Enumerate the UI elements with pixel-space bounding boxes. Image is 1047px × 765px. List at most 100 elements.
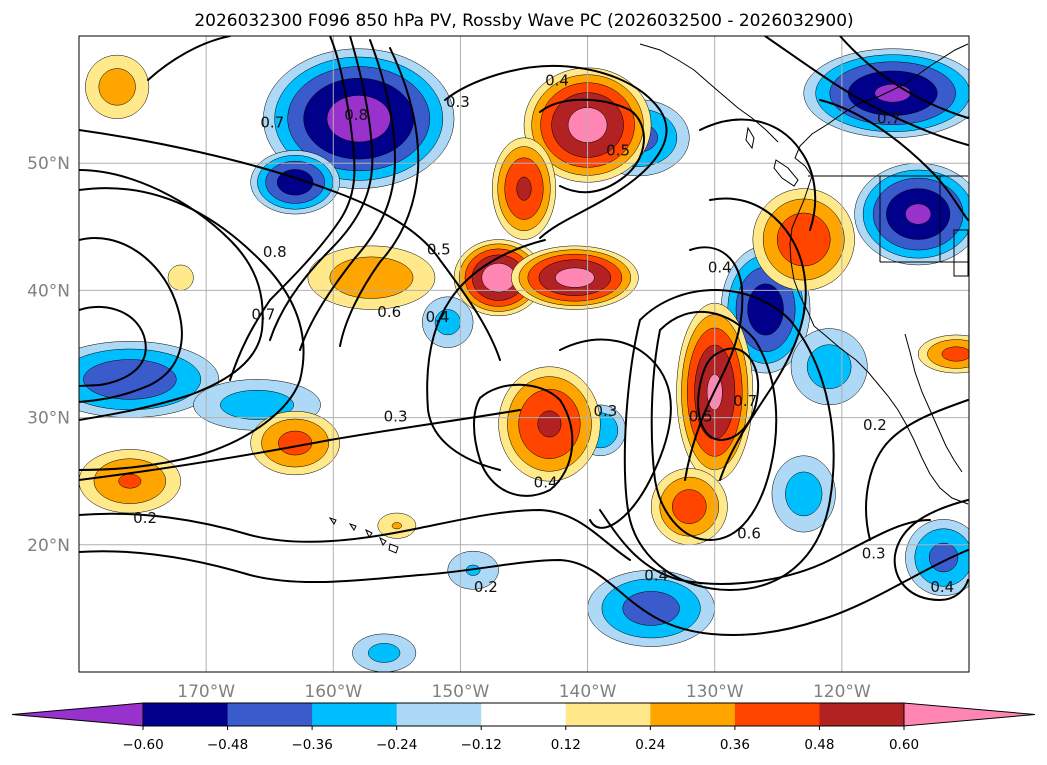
map-panel: 0.4 0.3 0.5 0.8 0.7 0.8 0.5 0.4 0.7 0.6 0.3 0.4 0.3 0… bbox=[78, 35, 970, 673]
anomaly-band bbox=[278, 430, 313, 456]
anomaly-1 bbox=[250, 150, 340, 215]
x-tick-label: 120°W bbox=[813, 682, 871, 702]
anomaly-band bbox=[391, 522, 402, 530]
anomaly-band bbox=[329, 256, 414, 299]
north-america-coast bbox=[789, 43, 969, 505]
anomaly-band bbox=[516, 176, 532, 201]
x-tick-label: 150°W bbox=[432, 682, 490, 702]
anomaly-band bbox=[83, 359, 177, 400]
contour-south-inner bbox=[79, 509, 631, 561]
contour-label: 0.8 bbox=[344, 106, 368, 124]
colorbar-tick-label: 0.24 bbox=[635, 737, 665, 753]
contour-0.2-southeast bbox=[865, 399, 969, 541]
contour-ridge-2 bbox=[229, 36, 356, 381]
colorbar-frame bbox=[142, 702, 905, 727]
anomaly-band bbox=[98, 68, 136, 106]
anomaly-2 bbox=[79, 341, 220, 418]
graticule bbox=[79, 36, 969, 672]
contour-0.7-east bbox=[697, 347, 760, 441]
y-tick-label: 30°N bbox=[27, 409, 70, 429]
contour-0.5-east bbox=[684, 246, 744, 481]
map-frame bbox=[78, 35, 970, 673]
contour-ne-3 bbox=[699, 118, 817, 231]
anomaly-band bbox=[776, 212, 831, 267]
contour-0.5-inner bbox=[539, 98, 645, 194]
colorbar-tick-label: −0.60 bbox=[122, 737, 163, 753]
anomaly-30 bbox=[377, 512, 417, 539]
colorbar-swatch bbox=[312, 703, 398, 726]
colorbar-extend-min bbox=[11, 702, 144, 727]
contour-0.6-east bbox=[650, 310, 778, 541]
anomaly-5 bbox=[790, 328, 868, 406]
colorbar-swatch bbox=[565, 703, 651, 726]
contour-label: 0.5 bbox=[427, 241, 451, 259]
x-tick-label: 140°W bbox=[559, 682, 617, 702]
anomaly-28 bbox=[85, 54, 150, 119]
contour-0.3-southeast bbox=[893, 499, 969, 601]
contour-label: 0.4 bbox=[708, 259, 732, 277]
contour-0.6-loop bbox=[79, 305, 147, 387]
colorbar-tick-label: −0.24 bbox=[376, 737, 417, 753]
contour-label: 0.7 bbox=[733, 392, 757, 410]
y-tick-label: 20°N bbox=[27, 536, 70, 556]
contour-west-outer bbox=[79, 187, 305, 471]
x-tick-label: 160°W bbox=[304, 682, 362, 702]
anomaly-band bbox=[747, 283, 784, 336]
colorbar-swatch bbox=[650, 703, 736, 726]
colorbar-tick-label: 0.12 bbox=[551, 737, 581, 753]
anomaly-band bbox=[326, 95, 391, 143]
colorbar-tick-label: −0.12 bbox=[461, 737, 502, 753]
contour-label: 0.6 bbox=[737, 524, 761, 542]
border-lines bbox=[808, 175, 969, 277]
colorbar-tick-label: −0.36 bbox=[291, 737, 332, 753]
colorbar-tick-label: −0.48 bbox=[207, 737, 248, 753]
anomaly-24 bbox=[250, 410, 340, 476]
haida-gwaii bbox=[745, 126, 755, 150]
anomaly-27 bbox=[917, 334, 969, 374]
colorbar-swatch bbox=[143, 703, 229, 726]
contour-0.8-loop bbox=[79, 169, 264, 421]
contour-0.4-east bbox=[709, 197, 807, 481]
colorbar-tick-label: 0.48 bbox=[804, 737, 834, 753]
contour-0.4-east-outer bbox=[623, 289, 835, 591]
contour-ridge-4 bbox=[299, 39, 396, 351]
anomaly-band bbox=[481, 263, 516, 293]
colorbar-tick-label: 0.36 bbox=[720, 737, 750, 753]
contour-label: 0.4 bbox=[644, 566, 668, 584]
colorbar: −0.60 −0.48 −0.36 −0.24 −0.12 0.12 0.24 0.36 0.4… bbox=[11, 702, 1036, 753]
contour-label: 0.2 bbox=[133, 509, 157, 527]
anomaly-band bbox=[905, 203, 932, 225]
contour-0.3-south bbox=[559, 338, 672, 529]
baja-coast bbox=[904, 333, 963, 473]
contour-ne-1 bbox=[764, 36, 969, 146]
contour-label: 0.6 bbox=[377, 303, 401, 321]
anomaly-band bbox=[785, 471, 823, 517]
contour-0.4-north bbox=[444, 64, 668, 239]
contour-label: 0.8 bbox=[263, 243, 287, 261]
anomaly-band bbox=[118, 473, 142, 489]
contour-0.3-mid bbox=[79, 409, 521, 481]
contour-label: 0.3 bbox=[862, 545, 886, 563]
contour-ridge-5 bbox=[339, 47, 420, 347]
colorbar-swatch bbox=[396, 703, 482, 726]
colorbar-swatch bbox=[481, 703, 567, 726]
x-tick-label: 130°W bbox=[686, 682, 744, 702]
axis-ticks: 170°W 160°W 150°W 140°W 130°W 120°W 20°N 30°N 40… bbox=[27, 154, 871, 702]
contour-ridge-1 bbox=[147, 36, 231, 81]
colorbar-swatch bbox=[734, 703, 820, 726]
y-tick-label: 50°N bbox=[27, 154, 70, 174]
anomaly-25 bbox=[79, 449, 181, 514]
anomaly-11 bbox=[771, 455, 836, 533]
contour-label: 0.2 bbox=[863, 416, 887, 434]
contour-0.4-central bbox=[426, 239, 546, 471]
contour-label: 0.3 bbox=[384, 407, 408, 425]
anomaly-band bbox=[368, 643, 401, 663]
contour-0.7-loop bbox=[79, 237, 183, 403]
contour-label: 0.2 bbox=[474, 578, 498, 596]
anomaly-band bbox=[622, 591, 680, 626]
anomaly-26 bbox=[752, 188, 855, 291]
anomaly-12 bbox=[905, 519, 969, 596]
contour-0.4-south-loop bbox=[473, 383, 574, 497]
anomaly-23 bbox=[307, 245, 436, 310]
